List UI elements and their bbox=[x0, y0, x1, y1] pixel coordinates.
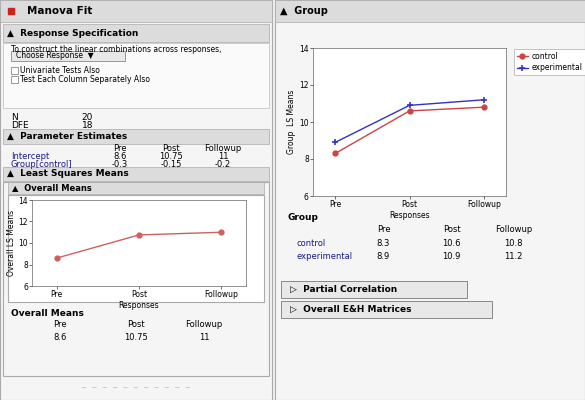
Text: 10.6: 10.6 bbox=[442, 240, 461, 248]
Bar bbox=[3, 167, 269, 181]
Text: Group: Group bbox=[287, 214, 318, 222]
Text: -0.2: -0.2 bbox=[215, 160, 231, 169]
Text: 8.9: 8.9 bbox=[377, 252, 390, 261]
Text: -0.3: -0.3 bbox=[112, 160, 128, 169]
Text: ▲  Overall Means: ▲ Overall Means bbox=[12, 184, 92, 192]
Text: Intercept: Intercept bbox=[11, 152, 49, 161]
Text: 10.75: 10.75 bbox=[160, 152, 183, 161]
Bar bbox=[3, 24, 269, 42]
Text: ▲  Response Specification: ▲ Response Specification bbox=[7, 28, 138, 38]
Text: Pre: Pre bbox=[53, 320, 67, 329]
Text: Pre: Pre bbox=[377, 226, 390, 234]
Text: Post: Post bbox=[127, 320, 145, 329]
Bar bbox=[0, 0, 272, 22]
Text: 18: 18 bbox=[82, 122, 93, 130]
Text: 8.3: 8.3 bbox=[377, 240, 390, 248]
Text: 11: 11 bbox=[199, 334, 209, 342]
Text: 20: 20 bbox=[82, 114, 93, 122]
Text: ▲  Least Squares Means: ▲ Least Squares Means bbox=[7, 169, 129, 178]
Text: ▲  Parameter Estimates: ▲ Parameter Estimates bbox=[7, 132, 127, 141]
Text: Followup: Followup bbox=[204, 144, 242, 153]
Text: ▲  Group: ▲ Group bbox=[280, 6, 328, 16]
Text: Post: Post bbox=[443, 226, 460, 234]
Text: ▷  Partial Correlation: ▷ Partial Correlation bbox=[290, 285, 398, 294]
Text: 8.6: 8.6 bbox=[113, 152, 126, 161]
Text: Group[control]: Group[control] bbox=[11, 160, 73, 169]
Bar bbox=[281, 301, 492, 318]
Bar bbox=[3, 182, 269, 376]
Text: Choose Response  ▼: Choose Response ▼ bbox=[16, 52, 94, 60]
Text: 10.75: 10.75 bbox=[124, 334, 148, 342]
Text: To construct the linear combinations across responses,: To construct the linear combinations acr… bbox=[11, 45, 221, 54]
Text: ▷  Overall E&H Matrices: ▷ Overall E&H Matrices bbox=[290, 305, 412, 314]
Text: Univariate Tests Also: Univariate Tests Also bbox=[20, 66, 100, 75]
Text: Followup: Followup bbox=[185, 320, 223, 329]
Text: Post: Post bbox=[163, 144, 180, 153]
Text: 10.8: 10.8 bbox=[504, 240, 523, 248]
Text: 10.9: 10.9 bbox=[442, 252, 461, 261]
Text: Followup: Followup bbox=[495, 226, 532, 234]
Text: 11: 11 bbox=[218, 152, 228, 161]
Legend: control, experimental: control, experimental bbox=[514, 49, 585, 75]
Bar bbox=[11, 76, 18, 83]
X-axis label: Responses: Responses bbox=[119, 300, 159, 310]
Text: N: N bbox=[11, 114, 18, 122]
Text: 8.6: 8.6 bbox=[53, 334, 67, 342]
Text: control: control bbox=[297, 240, 326, 248]
Y-axis label: Overall LS Means: Overall LS Means bbox=[6, 210, 16, 276]
Text: experimental: experimental bbox=[297, 252, 353, 261]
Text: Test Each Column Separately Also: Test Each Column Separately Also bbox=[20, 76, 150, 84]
Bar bbox=[8, 182, 264, 194]
Y-axis label: Group  LS Means: Group LS Means bbox=[287, 90, 297, 154]
Text: Overall Means: Overall Means bbox=[11, 310, 84, 318]
Bar bbox=[3, 129, 269, 144]
X-axis label: Responses: Responses bbox=[389, 210, 430, 220]
Text: -0.15: -0.15 bbox=[161, 160, 182, 169]
Bar bbox=[11, 51, 125, 61]
Bar bbox=[8, 195, 264, 302]
Bar bbox=[275, 0, 585, 22]
Bar bbox=[11, 67, 18, 74]
Text: 11.2: 11.2 bbox=[504, 252, 523, 261]
Bar bbox=[3, 43, 269, 108]
Text: Pre: Pre bbox=[113, 144, 126, 153]
Text: ~  ~  ~  ~  ~  ~  ~  ~  ~  ~  ~: ~ ~ ~ ~ ~ ~ ~ ~ ~ ~ ~ bbox=[81, 385, 191, 391]
Bar bbox=[281, 281, 467, 298]
Text: DFE: DFE bbox=[11, 122, 29, 130]
Text: Manova Fit: Manova Fit bbox=[27, 6, 92, 16]
